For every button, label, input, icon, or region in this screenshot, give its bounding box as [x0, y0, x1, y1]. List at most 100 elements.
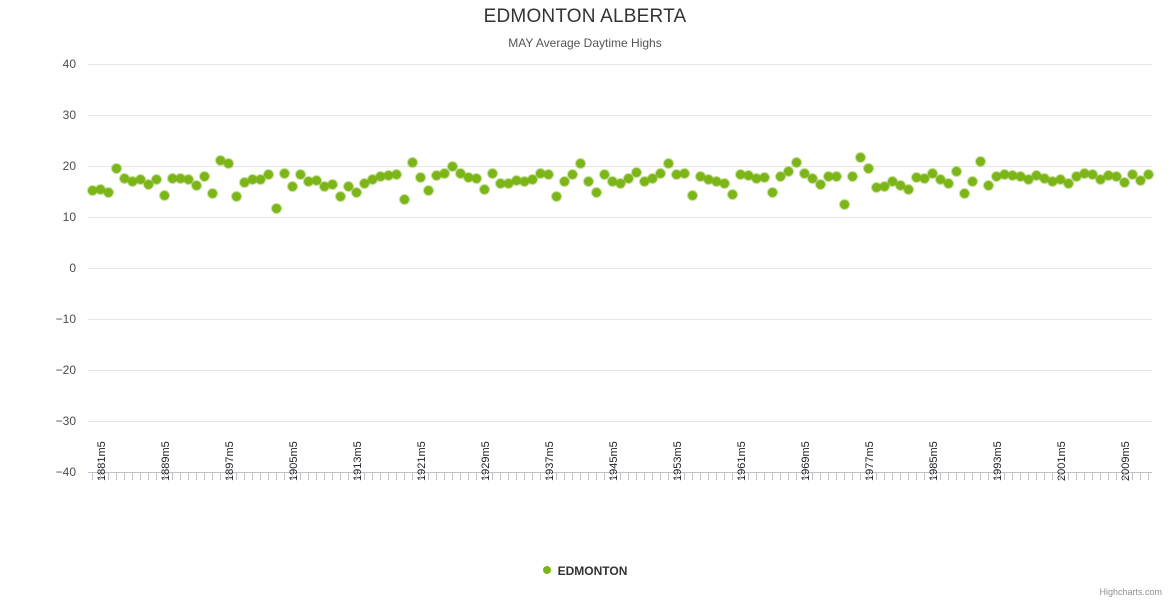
data-point[interactable]	[391, 170, 401, 180]
data-point[interactable]	[1143, 170, 1153, 180]
data-point[interactable]	[615, 179, 625, 189]
data-point[interactable]	[799, 168, 809, 178]
data-point[interactable]	[1039, 173, 1049, 183]
data-point[interactable]	[807, 173, 817, 183]
data-point[interactable]	[111, 163, 121, 173]
data-point[interactable]	[695, 171, 705, 181]
legend-label-edmonton[interactable]: EDMONTON	[557, 563, 628, 578]
data-point[interactable]	[591, 187, 601, 197]
data-point[interactable]	[375, 171, 385, 181]
data-point[interactable]	[831, 172, 841, 182]
data-point[interactable]	[103, 188, 113, 198]
data-point[interactable]	[167, 174, 177, 184]
data-point[interactable]	[855, 153, 865, 163]
data-point[interactable]	[1007, 170, 1017, 180]
data-point[interactable]	[967, 176, 977, 186]
data-point[interactable]	[151, 175, 161, 185]
data-point[interactable]	[999, 170, 1009, 180]
data-point[interactable]	[479, 184, 489, 194]
data-point[interactable]	[175, 174, 185, 184]
data-point[interactable]	[783, 167, 793, 177]
data-point[interactable]	[383, 171, 393, 181]
data-point[interactable]	[503, 179, 513, 189]
data-point[interactable]	[207, 189, 217, 199]
data-point[interactable]	[919, 174, 929, 184]
data-point[interactable]	[487, 169, 497, 179]
data-point[interactable]	[719, 179, 729, 189]
data-point[interactable]	[455, 168, 465, 178]
data-point[interactable]	[703, 174, 713, 184]
data-point[interactable]	[1015, 171, 1025, 181]
data-point[interactable]	[951, 167, 961, 177]
data-point[interactable]	[519, 177, 529, 187]
data-point[interactable]	[575, 159, 585, 169]
data-point[interactable]	[887, 177, 897, 187]
data-point[interactable]	[1119, 177, 1129, 187]
data-point[interactable]	[791, 157, 801, 167]
data-point[interactable]	[1095, 175, 1105, 185]
data-point[interactable]	[143, 179, 153, 189]
data-point[interactable]	[351, 188, 361, 198]
data-point[interactable]	[135, 174, 145, 184]
data-point[interactable]	[359, 179, 369, 189]
data-point[interactable]	[583, 176, 593, 186]
data-point[interactable]	[607, 177, 617, 187]
data-point[interactable]	[567, 170, 577, 180]
data-point[interactable]	[663, 159, 673, 169]
data-point[interactable]	[647, 173, 657, 183]
data-point[interactable]	[743, 170, 753, 180]
data-point[interactable]	[631, 167, 641, 177]
data-point[interactable]	[911, 172, 921, 182]
data-point[interactable]	[991, 172, 1001, 182]
data-point[interactable]	[895, 180, 905, 190]
data-point[interactable]	[263, 169, 273, 179]
data-point[interactable]	[399, 195, 409, 205]
data-point[interactable]	[959, 188, 969, 198]
data-point[interactable]	[247, 174, 257, 184]
data-point[interactable]	[127, 177, 137, 187]
data-point[interactable]	[839, 200, 849, 210]
data-point[interactable]	[655, 168, 665, 178]
data-point[interactable]	[767, 187, 777, 197]
data-point[interactable]	[367, 175, 377, 185]
data-point[interactable]	[1103, 171, 1113, 181]
data-point[interactable]	[319, 182, 329, 192]
data-point[interactable]	[903, 185, 913, 195]
data-point[interactable]	[287, 182, 297, 192]
data-point[interactable]	[279, 168, 289, 178]
data-point[interactable]	[623, 173, 633, 183]
data-point[interactable]	[239, 178, 249, 188]
data-point[interactable]	[295, 170, 305, 180]
data-point[interactable]	[231, 191, 241, 201]
data-point[interactable]	[439, 169, 449, 179]
data-point[interactable]	[871, 182, 881, 192]
data-point[interactable]	[975, 156, 985, 166]
data-point[interactable]	[1071, 171, 1081, 181]
data-point[interactable]	[495, 178, 505, 188]
data-point[interactable]	[1031, 170, 1041, 180]
data-point[interactable]	[191, 180, 201, 190]
data-point[interactable]	[823, 171, 833, 181]
data-point[interactable]	[471, 174, 481, 184]
data-point[interactable]	[447, 162, 457, 171]
data-point[interactable]	[711, 176, 721, 186]
data-point[interactable]	[119, 174, 129, 184]
data-point[interactable]	[95, 184, 105, 194]
data-point[interactable]	[535, 168, 545, 178]
data-point[interactable]	[1127, 169, 1137, 179]
data-point[interactable]	[183, 175, 193, 185]
data-point[interactable]	[1047, 176, 1057, 186]
data-point[interactable]	[679, 169, 689, 179]
data-point[interactable]	[815, 179, 825, 189]
data-point[interactable]	[463, 173, 473, 183]
data-point[interactable]	[159, 190, 169, 200]
data-point[interactable]	[879, 181, 889, 191]
data-point[interactable]	[311, 176, 321, 186]
chart-legend[interactable]: EDMONTON	[0, 563, 1170, 578]
data-point[interactable]	[1135, 175, 1145, 185]
data-point[interactable]	[775, 171, 785, 181]
data-point[interactable]	[87, 185, 97, 195]
data-point[interactable]	[759, 172, 769, 182]
data-point[interactable]	[423, 185, 433, 195]
data-point[interactable]	[223, 158, 233, 168]
